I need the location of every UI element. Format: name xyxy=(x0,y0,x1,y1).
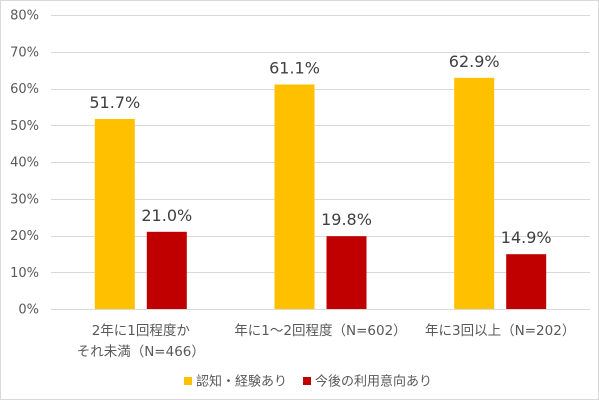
legend-item-awareness-experience: 認知・経験あり xyxy=(184,374,287,390)
legend-swatch xyxy=(184,377,192,385)
data-label-awareness-experience-1: 51.7% xyxy=(89,93,140,112)
legend-label: 今後の利用意向あり xyxy=(315,374,432,390)
x-category-label-line: それ未満（N=466） xyxy=(77,344,205,360)
bar-awareness-experience-1 xyxy=(94,119,135,309)
legend: 認知・経験あり 今後の利用意向あり xyxy=(184,374,432,390)
data-label-future-usage-intent-1: 21.0% xyxy=(141,206,192,225)
bar-future-usage-intent-2 xyxy=(326,236,367,309)
y-tick-label: 60% xyxy=(10,82,39,97)
x-category-label: 2年に1回程度かそれ未満（N=466） xyxy=(77,323,205,360)
bar-awareness-experience-3 xyxy=(454,77,495,309)
x-category-label-line: 年に1～2回程度（N=602） xyxy=(234,323,406,339)
legend-item-future-usage-intent: 今後の利用意向あり xyxy=(303,374,432,390)
data-label-future-usage-intent-3: 14.9% xyxy=(501,228,552,247)
y-tick-label: 70% xyxy=(10,45,39,60)
y-tick-label: 20% xyxy=(10,229,39,244)
x-category-label: 年に3回以上（N=202） xyxy=(425,323,575,339)
data-label-awareness-experience-2: 61.1% xyxy=(269,59,320,78)
bars xyxy=(94,77,547,309)
bar-future-usage-intent-1 xyxy=(146,231,187,309)
x-category-label-line: 2年に1回程度か xyxy=(92,323,191,339)
bar-awareness-experience-2 xyxy=(274,84,315,309)
y-tick-label: 0% xyxy=(18,303,39,318)
x-category-label-line: 年に3回以上（N=202） xyxy=(425,323,575,339)
data-label-future-usage-intent-2: 19.8% xyxy=(321,210,372,229)
x-category-label: 年に1～2回程度（N=602） xyxy=(234,323,406,339)
bar-future-usage-intent-3 xyxy=(506,254,547,309)
y-tick-label: 80% xyxy=(10,9,39,24)
legend-swatch xyxy=(303,377,312,385)
y-tick-label: 40% xyxy=(10,156,39,171)
plot-area: 0% 10% 20% 30% 40% 50% 60% 70% 80% 51.7% 21.0% 61.1… xyxy=(10,9,590,390)
y-tick-label: 10% xyxy=(10,266,39,281)
data-label-awareness-experience-3: 62.9% xyxy=(449,52,500,71)
data-labels: 51.7% 21.0% 61.1% 19.8% 62.9% 14.9% xyxy=(89,52,551,247)
y-tick-label: 30% xyxy=(10,192,39,207)
y-tick-label: 50% xyxy=(10,119,39,134)
x-axis-category-labels: 2年に1回程度かそれ未満（N=466） 年に1～2回程度（N=602） 年に3回以上… xyxy=(77,323,576,360)
legend-label: 認知・経験あり xyxy=(196,374,287,390)
y-axis-tick-labels: 0% 10% 20% 30% 40% 50% 60% 70% 80% xyxy=(10,9,39,318)
gridlines xyxy=(51,15,590,310)
